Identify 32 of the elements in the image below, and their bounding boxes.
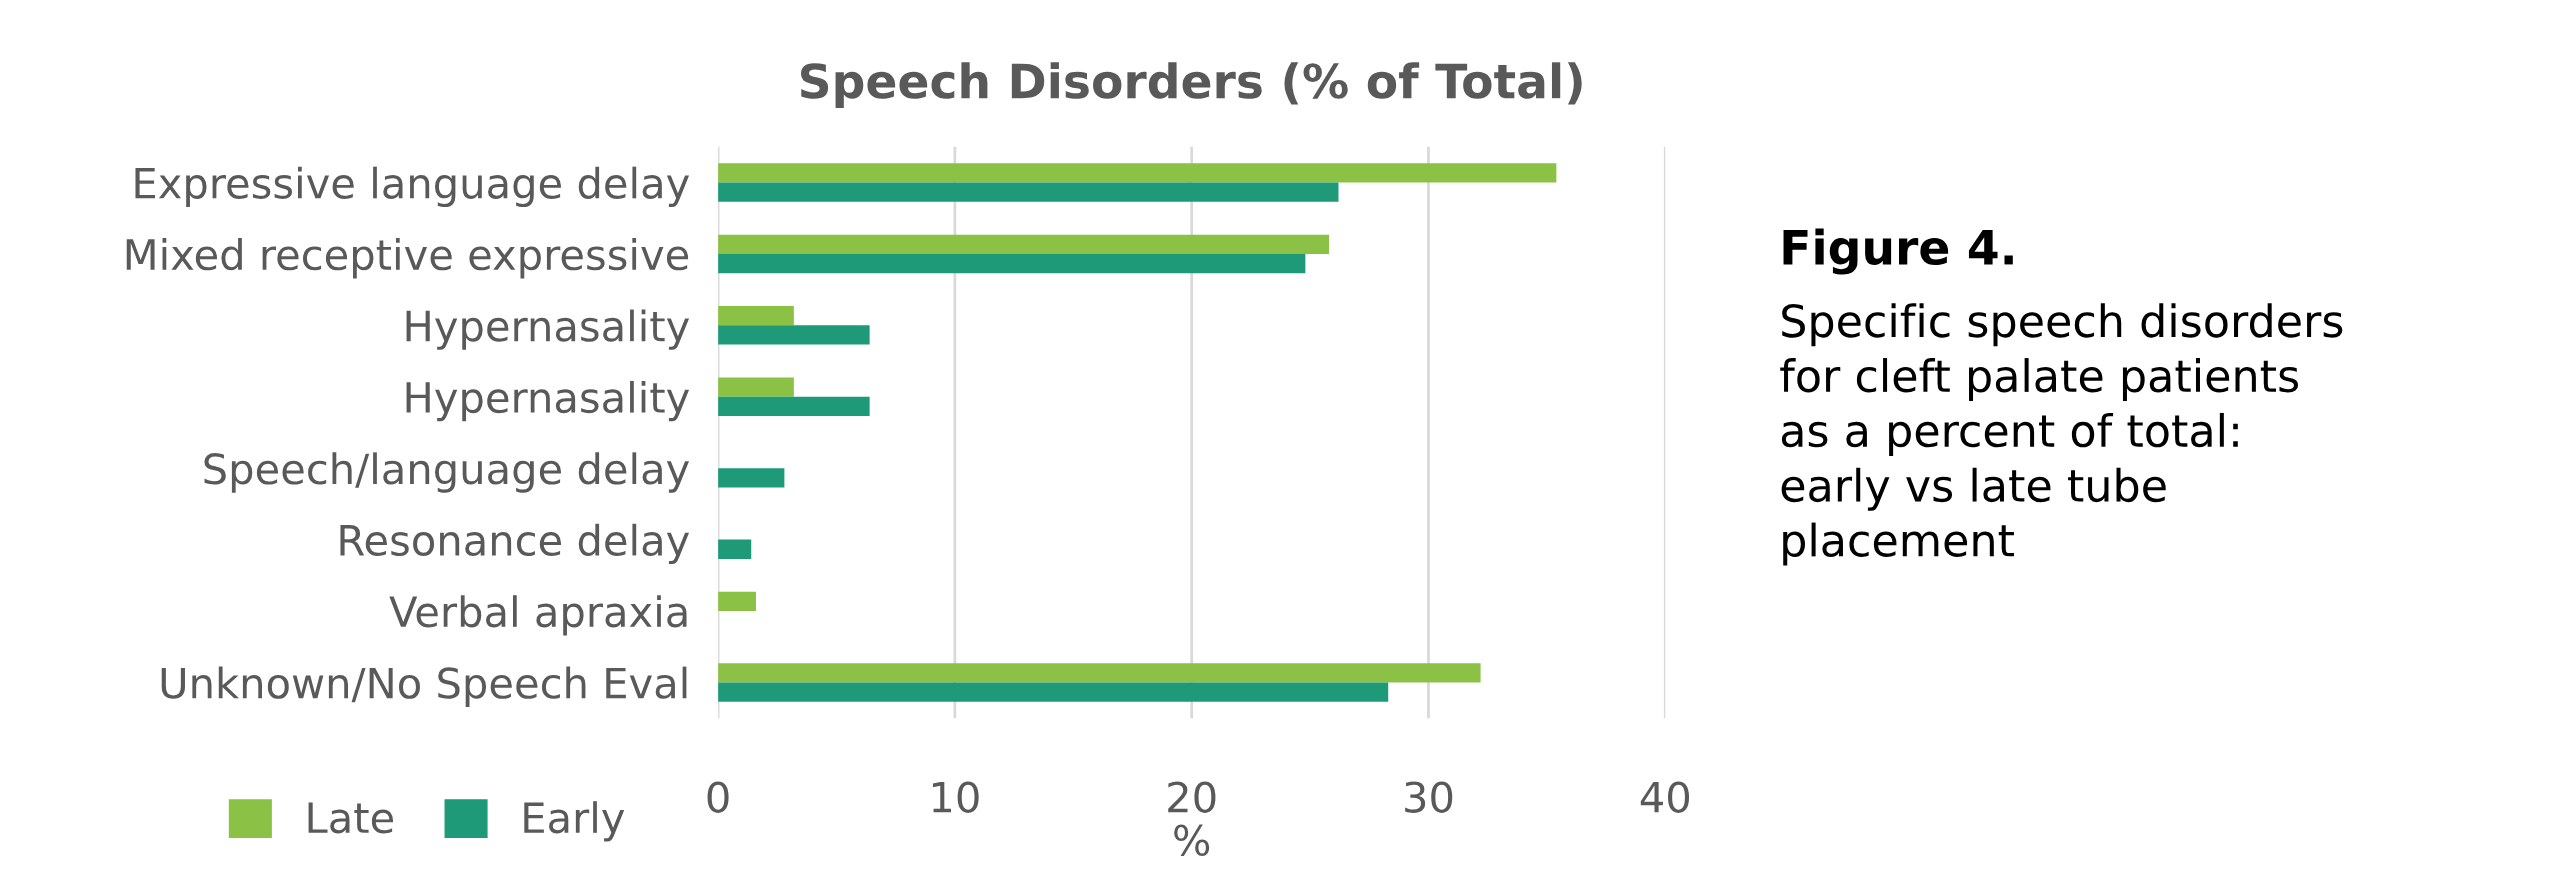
bar: [718, 468, 785, 488]
bar: [718, 253, 1306, 274]
bar: [718, 182, 1339, 202]
chart-title: Speech Disorders (% of Total): [800, 62, 1582, 108]
x-tick-label: 20: [1168, 781, 1216, 813]
y-tick-label: Speech/language delay: [204, 452, 690, 493]
text: Specific speech disorders for cleft palate patients as a percent of total: early vs late tube placement: [1780, 303, 2343, 566]
y-tick-label: Hypernasality: [406, 380, 690, 422]
bar: [718, 396, 870, 417]
bar: [718, 377, 794, 397]
legend-label: Early: [524, 801, 625, 842]
bar: [718, 663, 1481, 683]
x-tick-label: 0: [707, 781, 729, 813]
y-tick-label: Unknown/No Speech Eval: [161, 666, 687, 707]
x-tick-label: 10: [932, 781, 979, 813]
y-tick-label: Resonance delay: [340, 523, 690, 565]
y-tick-label: Expressive language delay: [135, 166, 690, 207]
bar: [718, 539, 752, 559]
caption: Figure 4.: [1783, 228, 2013, 275]
legend-label: Late: [308, 802, 393, 834]
bar: [718, 163, 1557, 183]
y-tick-label: Hypernasality: [406, 309, 690, 350]
bar: [718, 591, 756, 612]
y-tick-label: Verbal apraxia: [389, 595, 687, 636]
bar: [718, 306, 794, 326]
y-tick-label: Mixed receptive expressive: [126, 238, 689, 279]
x-axis-title: %: [1174, 824, 1210, 856]
bar: [718, 325, 870, 345]
x-tick-label: 40: [1640, 781, 1690, 813]
x-tick-label: 30: [1405, 781, 1453, 813]
bar: [718, 234, 1330, 254]
bar: [718, 682, 1389, 702]
